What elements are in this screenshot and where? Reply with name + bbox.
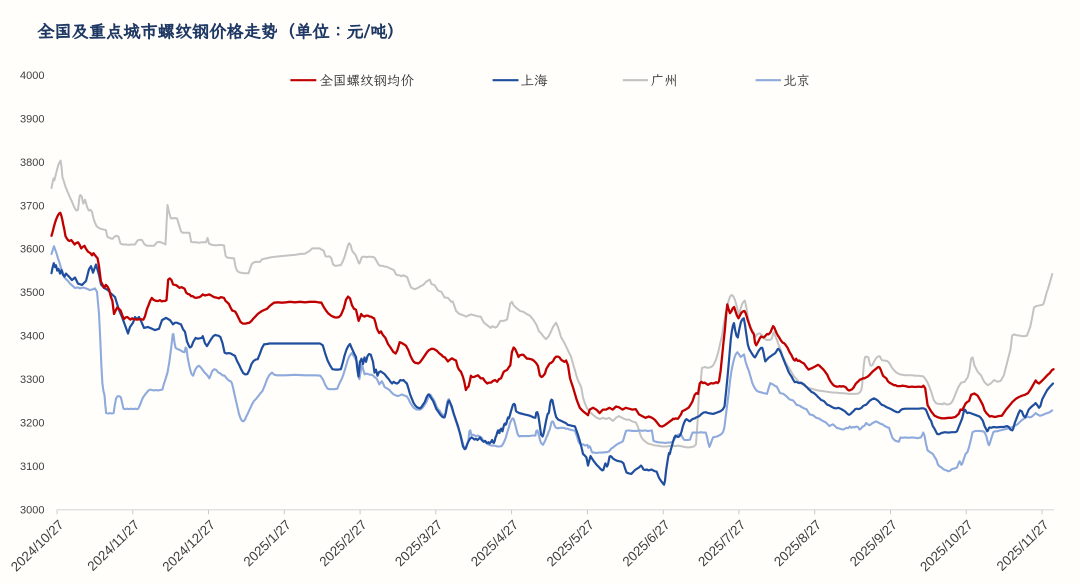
svg-text:3700: 3700 [20, 200, 44, 212]
svg-text:3100: 3100 [20, 461, 44, 473]
svg-text:3800: 3800 [20, 157, 44, 169]
svg-text:3600: 3600 [20, 244, 44, 256]
svg-text:3000: 3000 [20, 504, 44, 516]
svg-text:3900: 3900 [20, 113, 44, 125]
svg-text:3500: 3500 [20, 287, 44, 299]
svg-text:3200: 3200 [20, 418, 44, 430]
svg-text:4000: 4000 [20, 70, 44, 82]
svg-text:3400: 3400 [20, 331, 44, 343]
svg-text:3300: 3300 [20, 374, 44, 386]
